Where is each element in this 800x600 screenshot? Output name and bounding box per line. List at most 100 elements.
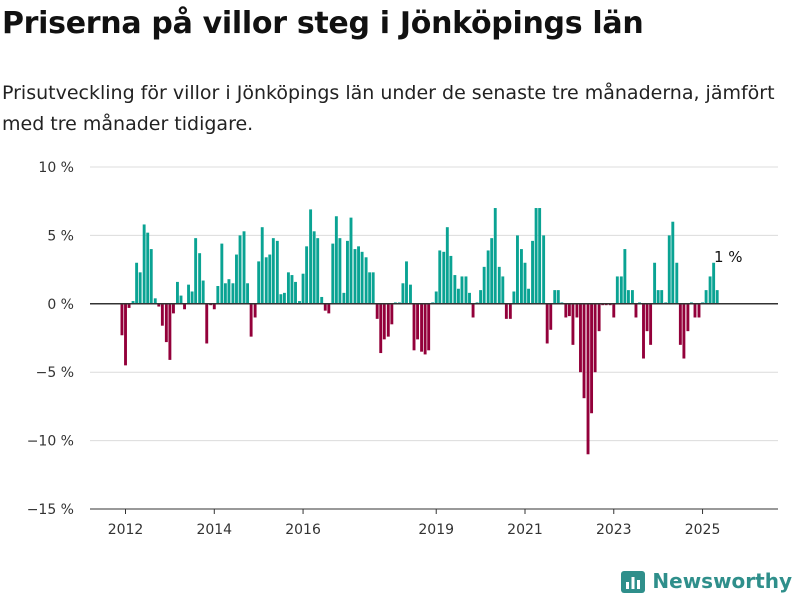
bar [338,238,342,304]
bar [493,208,497,304]
bar [512,291,516,304]
grid-lines [90,166,778,510]
chart-subtitle: Prisutveckling för villor i Jönköpings l… [2,82,775,135]
bar [660,290,664,304]
bar [346,240,349,304]
bar [231,283,235,304]
bar [349,217,353,304]
bar [390,303,394,325]
bar [582,303,586,399]
bar [708,276,712,304]
bar [405,261,408,304]
bar [268,254,272,304]
bar [527,288,530,304]
bar [704,290,708,304]
y-tick-label: −10 % [27,434,74,450]
bar [486,250,490,304]
bar [438,250,442,304]
x-tick-label: 2021 [507,522,543,538]
bar [549,303,553,330]
bar [157,303,161,307]
bar [471,303,475,318]
bar [275,240,279,304]
bar [501,276,505,304]
bar [682,303,686,359]
bar [216,286,220,304]
bar [619,276,623,304]
bar [342,292,346,304]
bar [504,303,508,319]
x-tick-label: 2012 [108,522,144,538]
bar [671,221,675,304]
bar [386,303,390,337]
bar [508,303,512,319]
bar [612,303,616,318]
bar [138,272,142,304]
bar [176,281,179,304]
bar [320,296,324,304]
y-tick-label: 10 % [38,160,74,176]
bar [593,303,597,373]
y-tick-label: −15 % [27,502,74,518]
bar [131,301,135,304]
bar [538,208,542,304]
bar [686,303,690,332]
bar [357,246,360,304]
bar [642,303,645,359]
bar [187,284,190,304]
bar [553,290,557,304]
bar [542,235,546,304]
bar [179,295,183,304]
bar [120,303,124,336]
bar [579,303,582,373]
bar [409,284,412,304]
bar [246,283,250,304]
bar [190,291,194,304]
bar [323,303,327,311]
bar [294,281,297,304]
bar [183,303,186,310]
bar [693,303,697,318]
bar-chart: 10 %5 %0 %−5 %−10 %−15 % 2012 2014 2016 201… [27,160,778,538]
bar [479,290,483,304]
bar [316,238,320,304]
x-tick-label: 2019 [418,522,454,538]
bar [227,279,231,304]
bar [253,303,257,318]
bar [497,266,501,304]
bar [468,292,471,304]
bar [460,276,464,304]
bar [360,251,364,304]
bar [520,249,523,304]
bar [168,303,172,360]
bar [290,275,294,304]
bar [630,290,634,304]
newsworthy-logo-icon [621,571,646,593]
bar [464,276,468,304]
x-tick-label: 2025 [685,522,721,538]
bar [149,249,153,304]
bar [623,249,627,304]
bar [279,294,283,304]
bar [571,303,575,345]
bar [201,280,205,304]
bar [523,262,527,304]
bar [257,261,261,304]
bar [420,303,424,352]
bar [249,303,253,337]
bar [456,288,460,304]
bar [442,251,446,304]
bar [416,303,420,340]
bar [567,303,571,317]
bar [305,246,309,304]
bar [412,303,416,351]
bar [212,303,216,310]
bar [667,235,671,304]
bar [375,303,379,319]
y-tick-label: −5 % [36,365,74,381]
bar [556,290,560,304]
bar [127,303,131,308]
bar [531,240,534,304]
bar [371,272,375,304]
bar [298,301,301,304]
